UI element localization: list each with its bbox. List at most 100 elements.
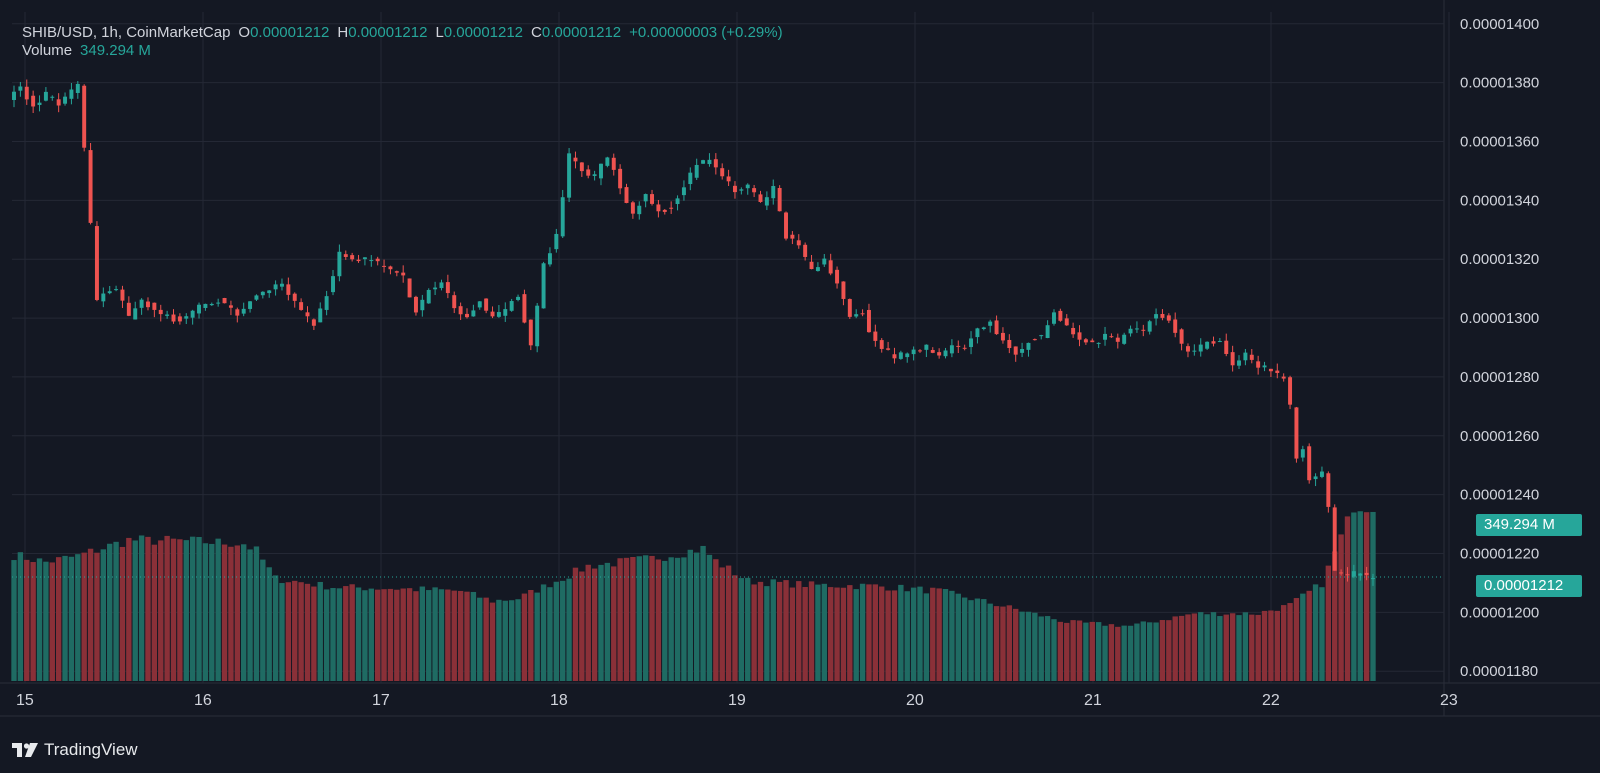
volume-bar bbox=[547, 587, 553, 681]
volume-bar bbox=[1032, 612, 1038, 681]
volume-bar bbox=[158, 540, 164, 681]
volume-label[interactable]: Volume bbox=[22, 42, 73, 59]
candle-body bbox=[235, 309, 240, 316]
volume-bar bbox=[1370, 511, 1376, 681]
candle-body bbox=[331, 276, 335, 293]
candle-body bbox=[1268, 368, 1273, 372]
volume-bar bbox=[451, 590, 457, 681]
x-tick-label: 21 bbox=[1084, 692, 1102, 709]
volume-bar bbox=[1172, 616, 1178, 681]
volume-bar bbox=[681, 557, 687, 681]
candle-body bbox=[605, 157, 610, 166]
candle-body bbox=[1275, 370, 1280, 373]
candle-body bbox=[764, 197, 769, 206]
low-key: L bbox=[435, 24, 444, 41]
volume-bar bbox=[1076, 620, 1083, 681]
candle-body bbox=[311, 319, 316, 326]
candle-body bbox=[222, 298, 227, 304]
volume-bar bbox=[336, 588, 343, 681]
volume-bar bbox=[426, 590, 432, 681]
candle-body bbox=[1007, 339, 1012, 349]
volume-bar bbox=[1134, 623, 1140, 681]
volume-bar bbox=[406, 588, 413, 681]
candle-body bbox=[1096, 342, 1101, 344]
candle-body bbox=[535, 305, 540, 347]
volume-bar bbox=[241, 544, 247, 681]
volume-bar bbox=[215, 538, 221, 681]
volume-bar bbox=[898, 584, 904, 681]
volume-bar bbox=[1108, 624, 1115, 681]
candle-body bbox=[1128, 328, 1133, 334]
volume-bar bbox=[572, 567, 579, 681]
brand-name: TradingView bbox=[44, 740, 138, 759]
candle-body bbox=[803, 244, 808, 257]
volume-bar bbox=[1261, 610, 1268, 681]
candle-body bbox=[573, 157, 578, 162]
candle-body bbox=[784, 212, 788, 239]
candle-body bbox=[388, 266, 393, 270]
candle-body bbox=[1141, 329, 1146, 331]
volume-bar bbox=[1357, 511, 1363, 681]
candle-body bbox=[1045, 325, 1050, 339]
candle-body bbox=[356, 259, 361, 262]
volume-bar bbox=[1006, 605, 1013, 681]
volume-bar bbox=[1185, 614, 1191, 681]
candle-body bbox=[50, 96, 55, 98]
volume-bar bbox=[821, 583, 827, 681]
volume-bar bbox=[528, 589, 534, 681]
candle-body bbox=[465, 313, 469, 318]
volume-bar bbox=[636, 556, 642, 681]
volume-bar bbox=[177, 539, 183, 681]
candle-body bbox=[382, 265, 387, 267]
change-value: +0.00000003 (+0.29%) bbox=[629, 24, 783, 41]
candle-body bbox=[362, 257, 367, 260]
volume-bar bbox=[170, 538, 177, 681]
x-tick-label: 22 bbox=[1262, 692, 1280, 709]
volume-bar bbox=[1025, 611, 1032, 681]
volume-bar bbox=[623, 557, 630, 681]
volume-bar bbox=[917, 586, 923, 681]
volume-bar bbox=[611, 566, 617, 681]
open-value: 0.00001212 bbox=[250, 24, 330, 41]
volume-bar bbox=[764, 586, 770, 681]
candle-body bbox=[1294, 407, 1299, 459]
tradingview-brand[interactable]: TradingView bbox=[12, 740, 138, 760]
candle-body bbox=[1319, 471, 1324, 477]
candle-body bbox=[1281, 376, 1286, 379]
x-tick-label: 15 bbox=[16, 692, 34, 709]
volume-bar bbox=[508, 600, 515, 681]
candle-body bbox=[879, 340, 884, 349]
candle-body bbox=[918, 350, 922, 352]
volume-bar bbox=[604, 562, 611, 681]
candle-body bbox=[777, 188, 782, 212]
volume-bar bbox=[1159, 620, 1166, 681]
candle-body bbox=[522, 294, 527, 323]
candle-body bbox=[1192, 350, 1197, 352]
volume-bar bbox=[94, 552, 100, 681]
close-value: 0.00001212 bbox=[541, 24, 622, 41]
volume-bar bbox=[17, 552, 24, 681]
volume-bar bbox=[923, 593, 930, 681]
candle-body bbox=[656, 204, 661, 212]
candle-body bbox=[1077, 332, 1082, 340]
candle-body bbox=[18, 86, 23, 91]
volume-bar bbox=[100, 549, 107, 681]
candle-body bbox=[31, 95, 36, 107]
candle-body bbox=[1262, 365, 1267, 368]
y-tick-label: 0.00001180 bbox=[1460, 663, 1538, 680]
volume-bar bbox=[362, 590, 368, 681]
candle-body bbox=[477, 301, 482, 308]
candle-body bbox=[1339, 572, 1344, 574]
candle-body bbox=[662, 209, 667, 212]
volume-bar bbox=[247, 549, 253, 681]
volume-bar bbox=[961, 597, 968, 681]
candle-body bbox=[1134, 328, 1139, 330]
volume-bar bbox=[1249, 614, 1255, 681]
candle-body bbox=[637, 205, 642, 215]
candle-body bbox=[82, 85, 87, 148]
volume-bar bbox=[827, 587, 834, 681]
symbol-title[interactable]: SHIB/USD, 1h, CoinMarketCap bbox=[22, 24, 231, 41]
candle-body bbox=[254, 295, 259, 300]
